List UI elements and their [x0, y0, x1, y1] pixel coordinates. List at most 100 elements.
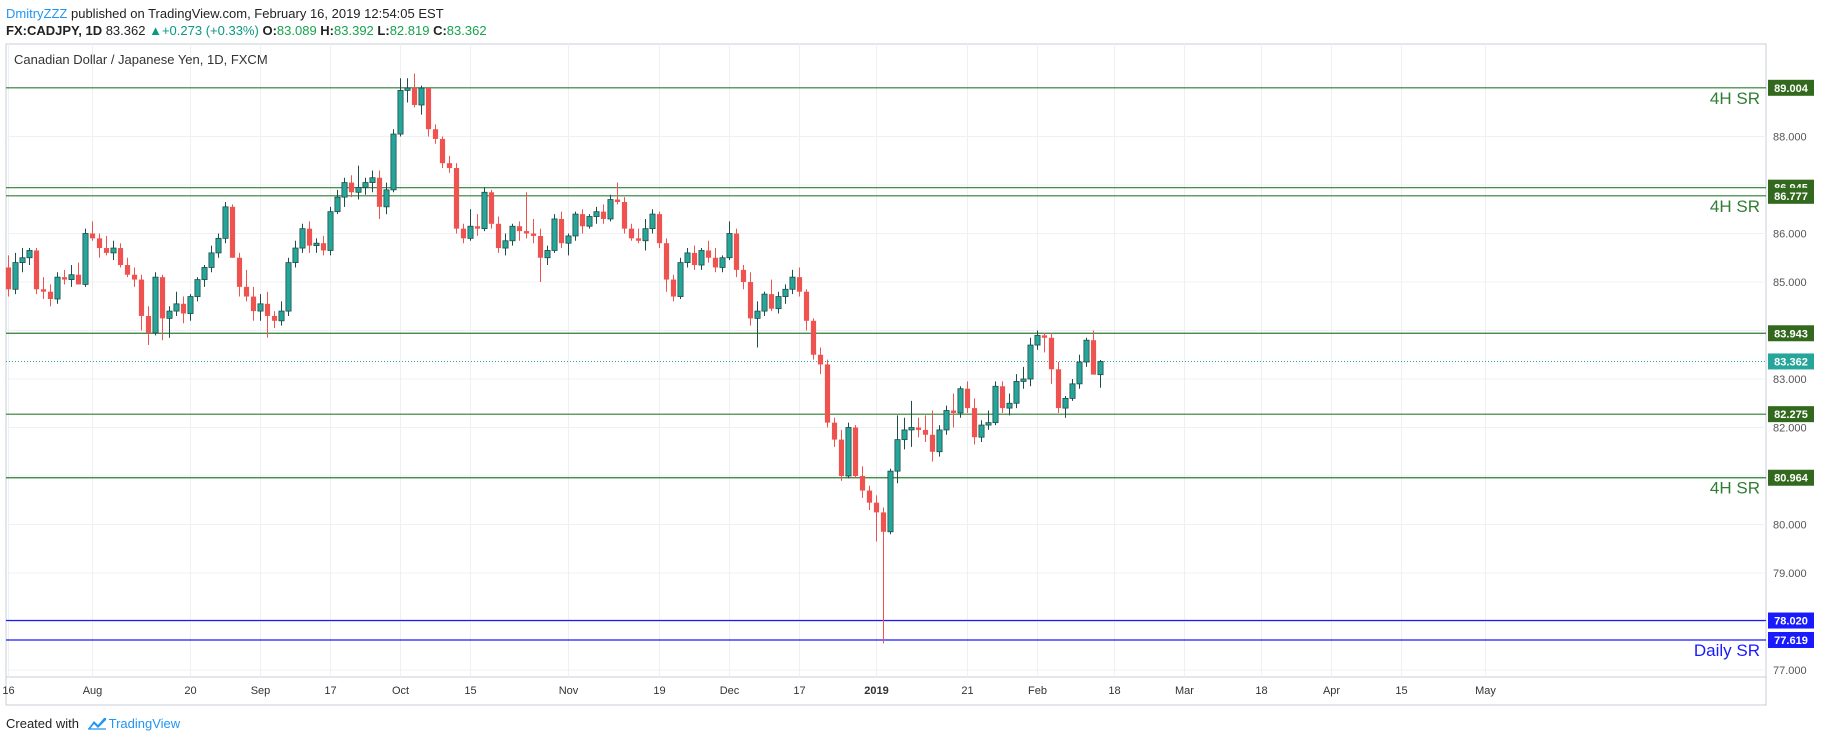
candle-body: [586, 216, 593, 227]
high-value: 83.392: [334, 23, 374, 38]
price-badge: [1768, 187, 1814, 204]
candle-body: [355, 187, 362, 193]
candle-body: [54, 276, 61, 300]
close-value: 83.362: [446, 23, 487, 38]
candle-body: [271, 315, 278, 321]
candle-body: [68, 274, 75, 280]
candle-body: [502, 240, 509, 249]
candle-body: [243, 286, 250, 297]
candle-body: [390, 133, 397, 191]
time-tick-label: 17: [793, 685, 805, 697]
up-arrow-icon: ▲: [149, 23, 162, 38]
change-text: +0.273 (+0.33%): [161, 23, 259, 38]
time-tick-label: 15: [464, 685, 476, 697]
candle-body: [796, 277, 803, 292]
candle-body: [705, 250, 712, 258]
candle-body: [971, 408, 978, 438]
time-axis[interactable]: 16 Aug 20 Sep 17 Oct 15 Nov 19 Dec 17 2019 21 Feb 18 Ma…: [2, 685, 1496, 697]
time-tick-label: 18: [1108, 685, 1120, 697]
candle-body: [432, 129, 439, 139]
price-badge: [1768, 406, 1814, 423]
candle-body: [313, 242, 320, 247]
price-tick-label: 79.000: [1773, 568, 1807, 580]
footer: Created with TradingView: [6, 716, 180, 731]
price-badge-label: 86.777: [1774, 191, 1808, 203]
candle-body: [908, 427, 915, 431]
candle-body: [1041, 335, 1048, 338]
candle-body: [488, 192, 495, 224]
candle-body: [999, 386, 1006, 409]
candle-body: [509, 225, 516, 242]
candle-body: [761, 293, 768, 312]
candle-body: [306, 228, 313, 246]
candle-body: [803, 291, 810, 321]
candle-body: [852, 427, 859, 476]
time-tick-label: Apr: [1323, 685, 1340, 697]
candle-body: [726, 233, 733, 259]
candle-body: [327, 211, 334, 251]
candle-body: [544, 250, 551, 259]
time-tick-label: 16: [2, 685, 14, 697]
candle-body: [747, 282, 754, 319]
tradingview-link[interactable]: TradingView: [108, 716, 181, 731]
time-tick-label: Aug: [83, 685, 103, 697]
price-badge: [1768, 325, 1814, 342]
candle-body: [957, 388, 964, 414]
candle-body: [194, 279, 201, 297]
time-tick-label: 2019: [864, 685, 888, 697]
candle-body: [236, 257, 243, 287]
candle-body: [1048, 337, 1055, 370]
price-axis[interactable]: 77.00078.00079.00080.00081.00082.00083.0…: [1773, 83, 1807, 677]
candle-body: [607, 199, 614, 220]
candle-body: [915, 427, 922, 430]
candle-body: [530, 233, 537, 236]
low-value: 82.819: [389, 23, 430, 38]
candle-body: [740, 269, 747, 282]
candle-body: [579, 214, 586, 227]
candle-body: [404, 87, 411, 91]
time-tick-label: May: [1475, 685, 1496, 697]
time-tick-label: 21: [961, 685, 973, 697]
last-price-text: 83.362: [105, 23, 146, 38]
candle-body: [1083, 339, 1090, 363]
candle-body: [376, 177, 383, 207]
grid-lines: [6, 44, 1766, 677]
candle-body: [47, 291, 54, 299]
candle-body: [992, 385, 999, 424]
candle-body: [201, 267, 208, 280]
candle-body: [670, 279, 677, 297]
candle-body: [411, 88, 418, 105]
price-badge: [1768, 612, 1814, 629]
candle-body: [516, 226, 523, 232]
candle-body: [649, 213, 656, 230]
candle-body: [733, 233, 740, 270]
candle-body: [572, 213, 579, 237]
candle-body: [817, 354, 824, 365]
candle-body: [418, 87, 425, 106]
candle-body: [208, 252, 215, 268]
candle-body: [1062, 397, 1069, 409]
author-link[interactable]: DmitryZZZ: [6, 6, 68, 21]
level-annotation: 4H SR: [1710, 197, 1760, 216]
candle-body: [985, 422, 992, 426]
candle-body: [117, 248, 124, 266]
candle-body: [537, 235, 544, 258]
time-tick-label: 20: [184, 685, 196, 697]
price-tick-label: 82.000: [1773, 423, 1807, 435]
time-tick-label: Mar: [1175, 685, 1194, 697]
candle-body: [89, 233, 96, 239]
candle-body: [96, 238, 103, 249]
candle-body: [362, 182, 369, 188]
price-badge: [1768, 631, 1814, 648]
candle-body: [565, 235, 572, 244]
time-tick-label: Oct: [392, 685, 409, 697]
time-tick-label: Nov: [559, 685, 579, 697]
candle-body: [712, 257, 719, 268]
candle-body: [397, 90, 404, 135]
candle-body: [33, 250, 40, 290]
time-tick-label: Feb: [1028, 685, 1047, 697]
price-tick-label: 83.000: [1773, 374, 1807, 386]
candle-body: [383, 189, 390, 208]
